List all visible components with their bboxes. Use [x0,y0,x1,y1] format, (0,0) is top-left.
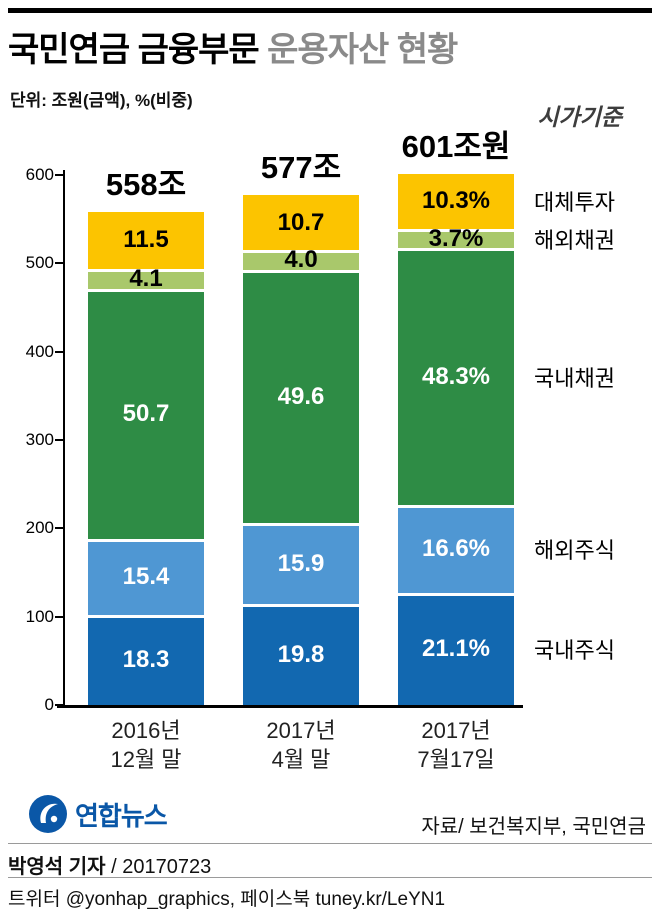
bar-segment-domestic-bonds [398,248,514,505]
y-tick-label: 200 [25,518,54,538]
title-main: 국민연금 금융부문 [8,31,260,69]
x-axis-label-line: 4월 말 [271,746,331,772]
bar-segment-domestic-bonds [88,288,204,539]
x-axis-label-line: 2016년 [111,718,181,743]
segment-value-label: 16.6% [421,534,491,562]
y-axis-tick [55,350,65,353]
yonhap-logo-text: 연합뉴스 [75,800,168,831]
segment-value-label: 21.1% [421,634,491,662]
social-links: 트위터 @yonhap_graphics, 페이스북 tuney.kr/LeYN… [8,889,446,910]
bar-segment-overseas-stocks [243,523,359,605]
bar-total-label: 601조원 [401,129,511,165]
y-tick-label: 400 [25,341,54,361]
y-axis-tick [55,704,65,706]
bar-segment-alternative-investments [398,174,514,229]
title-sub: 운용자산 현황 [258,31,458,69]
segment-value-label: 3.7% [428,224,484,252]
x-axis-label-line: 12월 말 [110,746,182,772]
x-axis-line [57,705,523,708]
segment-value-label: 48.3% [421,362,491,390]
footer-divider-1 [8,843,652,844]
segment-value-label: 4.1 [129,264,163,292]
bar-segment-overseas-stocks [398,504,514,593]
bar-segment-domestic-stocks [398,592,514,705]
series-label-domestic-stocks: 국내주식 [534,637,615,663]
byline-date: / 20170723 [105,856,212,878]
bar-segment-overseas-bonds [88,268,204,289]
y-tick-label: 600 [25,165,54,184]
x-axis-label-line: 2017년 [266,718,336,743]
bar-segment-domestic-stocks [243,604,359,705]
bar-segment-alternative-investments [243,195,359,250]
y-axis-tick [55,262,65,265]
footer-divider-2 [8,877,652,878]
bar-segment-overseas-stocks [88,538,204,615]
byline-reporter: 박영석 기자 [8,856,106,878]
segment-value-label: 18.3 [122,645,170,673]
bar-segment-overseas-bonds [398,228,514,249]
top-rule [8,8,652,13]
x-axis-label: 2016년 12월 말 [58,717,234,774]
series-label-overseas-bonds: 해외채권 [534,227,615,253]
bar-segment-domestic-stocks [88,614,204,705]
y-axis-tick [55,615,65,618]
series-label-alternative-investments: 대체투자 [534,190,615,216]
y-axis-tick [55,527,65,530]
y-tick-label: 300 [25,430,54,449]
y-tick-label: 0 [44,695,54,714]
segment-value-label: 4.0 [284,246,318,274]
bar-total-label: 577조 [260,150,342,186]
byline: 박영석 기자 / 20170723 [8,850,211,879]
page-title: 국민연금 금융부문 운용자산 현황 [8,22,458,71]
segment-value-label: 19.8 [277,640,325,668]
source-note: 자료/ 보건복지부, 국민연금 [421,816,646,838]
segment-value-label: 10.7 [277,208,325,236]
segment-value-label: 49.6 [277,382,325,410]
y-tick-label: 100 [25,606,54,626]
segment-value-label: 11.5 [123,226,169,254]
bar-segment-alternative-investments [88,212,204,269]
segment-value-label: 50.7 [122,399,170,427]
basis-note: 시가기준 [537,104,622,130]
y-tick-label: 500 [25,253,54,273]
bar-total-label: 558조 [105,167,187,203]
x-axis-label: 2017년 4월 말 [213,717,389,774]
segment-value-label: 15.4 [122,562,170,590]
series-label-overseas-stocks: 해외주식 [534,537,615,563]
y-axis-tick [55,174,65,176]
segment-value-label: 15.9 [277,549,325,577]
series-label-domestic-bonds: 국내채권 [534,365,615,391]
y-axis-tick [55,439,65,441]
segment-value-label: 10.3% [421,187,491,215]
unit-note: 단위: 조원(금액), %(비중) [10,91,193,110]
yonhap-logo: 연합뉴스 [28,794,168,834]
bar-segment-domestic-bonds [243,270,359,524]
yonhap-logo-icon [28,794,68,834]
bar-segment-overseas-bonds [243,249,359,271]
x-axis-label-line: 2017년 [421,718,491,743]
x-axis-label-line: 7월17일 [417,746,495,772]
x-axis-label: 2017년 7월17일 [368,717,544,774]
